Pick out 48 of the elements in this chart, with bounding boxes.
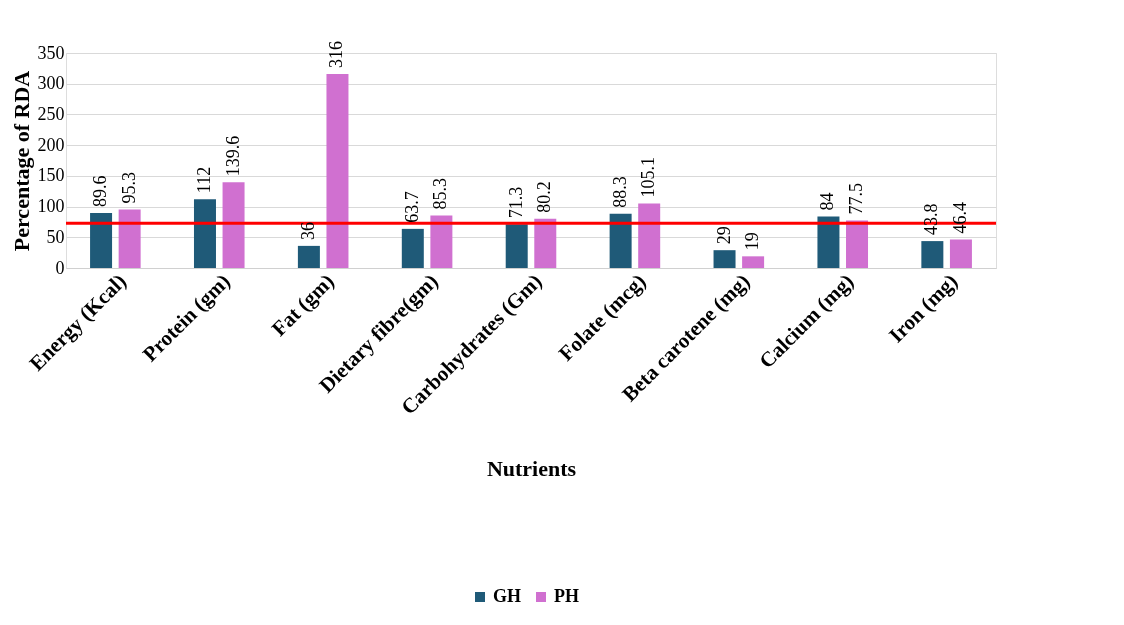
y-tick-label: 200 (37, 134, 65, 155)
data-label: 316 (326, 40, 347, 68)
bar (505, 224, 528, 268)
data-label: 46.4 (949, 202, 970, 234)
bar (222, 182, 245, 268)
bar (430, 215, 453, 268)
bar (609, 213, 632, 268)
y-axis-title: Percentage of RDA (8, 70, 34, 252)
y-tick-label: 300 (37, 73, 65, 94)
bar (638, 203, 661, 268)
data-label: 43.8 (921, 203, 942, 236)
data-label: 105.1 (638, 156, 659, 198)
legend-label: PH (554, 586, 579, 606)
bar (534, 218, 557, 268)
bar (949, 239, 972, 268)
y-tick-label: 100 (37, 196, 65, 217)
bar (326, 73, 349, 268)
data-label: 139.6 (222, 135, 243, 177)
x-axis-title: Nutrients (486, 455, 577, 481)
data-label: 88.3 (609, 176, 630, 208)
bar (817, 216, 840, 268)
data-label: 84 (817, 192, 838, 211)
bar (921, 241, 944, 268)
data-label: 77.5 (846, 182, 867, 215)
y-tick-label: 150 (37, 165, 65, 186)
bar (713, 250, 736, 268)
data-label: 112 (193, 166, 214, 194)
data-label: 85.3 (430, 178, 451, 210)
bar (90, 212, 113, 268)
bar (742, 256, 765, 268)
legend-label: GH (493, 586, 522, 606)
bar (846, 220, 869, 268)
y-tick-label: 250 (37, 103, 65, 124)
bar (401, 228, 424, 268)
y-tick-label: 50 (46, 226, 65, 247)
data-label: 63.7 (401, 191, 422, 223)
data-label: 89.6 (90, 175, 111, 207)
data-label: 80.2 (534, 181, 555, 213)
data-label: 95.3 (118, 171, 139, 204)
bar (297, 245, 320, 268)
bar (118, 209, 141, 268)
data-label: 36 (297, 221, 318, 240)
data-label: 19 (742, 232, 763, 251)
y-tick-label: 350 (37, 42, 65, 63)
data-label: 71.3 (505, 186, 526, 219)
bar (193, 199, 216, 268)
data-label: 29 (713, 226, 734, 245)
y-tick-label: 0 (55, 257, 65, 278)
